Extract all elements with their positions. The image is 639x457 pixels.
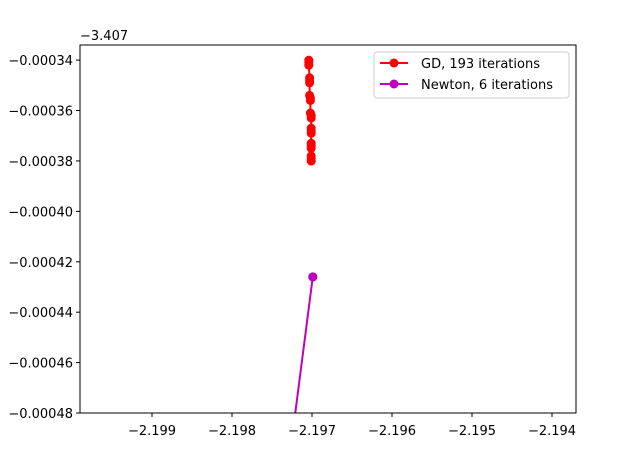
data-point-gd	[304, 60, 314, 70]
x-tick-label: −2.198	[208, 424, 256, 439]
data-point-gd	[306, 156, 316, 166]
y-tick-label: −0.00042	[8, 256, 73, 271]
plot-area	[80, 45, 576, 413]
plot-frame	[79, 44, 577, 414]
data-point-gd	[306, 128, 316, 138]
series-layer	[294, 55, 318, 413]
y-tick-label: −0.00038	[8, 155, 73, 170]
data-point-gd	[305, 78, 315, 88]
legend-box	[373, 51, 570, 99]
data-point-newton	[308, 272, 318, 282]
x-tick-label: −2.194	[528, 424, 576, 439]
y-tick-label: −0.00040	[8, 205, 73, 220]
data-point-gd	[306, 113, 316, 123]
x-axis: −2.199 −2.198 −2.197 −2.196 −2.195 −2.194	[128, 413, 576, 439]
data-point-gd	[306, 143, 316, 153]
x-tick-label: −2.196	[368, 424, 416, 439]
y-tick-label: −0.00046	[8, 357, 73, 372]
y-axis: −0.00034 −0.00036 −0.00038 −0.00040 −0.00042…	[8, 54, 80, 422]
y-tick-label: −0.00044	[8, 306, 73, 321]
series-line-newton	[294, 276, 314, 413]
y-tick-label: −0.00034	[8, 54, 73, 69]
legend-marker-gd	[389, 58, 399, 68]
data-point-gd	[305, 95, 315, 105]
legend: GD, 193 iterations Newton, 6 iterations	[373, 51, 570, 99]
legend-label-gd: GD, 193 iterations	[421, 57, 540, 72]
y-offset-label: −3.407	[80, 29, 128, 44]
legend-label-newton: Newton, 6 iterations	[421, 78, 553, 93]
legend-marker-newton	[389, 79, 399, 89]
x-tick-label: −2.199	[128, 424, 176, 439]
x-tick-label: −2.197	[288, 424, 336, 439]
x-tick-label: −2.195	[448, 424, 496, 439]
y-tick-label: −0.00036	[8, 105, 73, 120]
y-tick-label: −0.00048	[8, 407, 73, 422]
